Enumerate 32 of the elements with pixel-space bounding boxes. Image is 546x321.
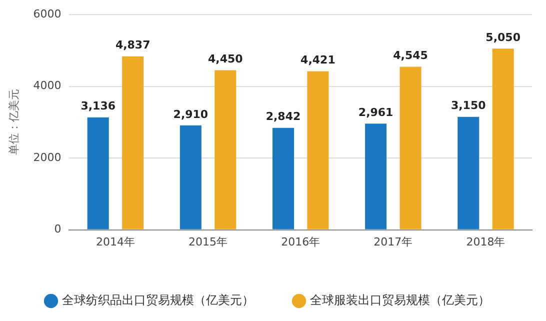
data-label: 3,136 [80,100,116,113]
legend-label: 全球服装出口贸易规模（亿美元） [310,293,490,308]
x-tick-label: 2015年 [188,235,228,248]
y-tick-label: 4000 [33,79,62,92]
data-label: 2,961 [358,106,394,119]
bar [87,117,109,230]
data-label: 4,545 [393,49,428,62]
y-tick-label: 6000 [33,7,62,20]
data-label: 2,910 [173,108,208,121]
bar [400,66,422,230]
data-label: 4,837 [115,38,150,52]
bar [122,56,144,230]
x-tick-label: 2018年 [466,235,506,248]
bar [307,71,329,230]
y-tick-label: 2000 [33,150,62,164]
x-tick-label: 2017年 [374,235,413,248]
data-label: 4,421 [300,54,336,67]
x-tick-label: 2016年 [281,235,320,248]
data-label: 3,150 [450,99,486,112]
data-label: 2,842 [266,110,301,124]
bar [272,128,294,230]
bar [365,124,387,230]
data-label: 5,050 [486,31,521,44]
bar [492,48,514,230]
bar [458,116,480,230]
y-tick-label: 0 [54,222,62,236]
y-axis-title: 单位：亿美元 [7,89,20,156]
x-tick-label: 2014年 [96,235,135,248]
legend-label: 全球纺织品出口贸易规模（亿美元） [62,293,254,308]
data-label: 4,450 [208,52,244,66]
bar [180,125,202,230]
bar [214,70,236,230]
